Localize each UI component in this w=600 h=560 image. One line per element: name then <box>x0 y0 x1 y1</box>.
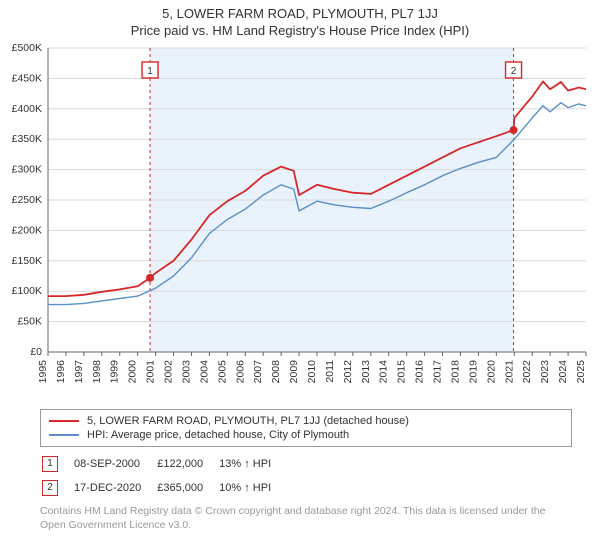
transactions-table: 1 08-SEP-2000£122,00013% ↑ HPI 2 17-DEC-202… <box>40 451 287 501</box>
svg-text:2019: 2019 <box>467 360 479 384</box>
svg-text:2016: 2016 <box>414 360 426 384</box>
svg-text:£300K: £300K <box>12 164 42 176</box>
svg-text:2015: 2015 <box>396 360 408 384</box>
svg-text:£150K: £150K <box>12 255 42 267</box>
chart-svg: £0 £50K £100K £150K £200K £250K £300K £350K £400… <box>0 40 600 400</box>
svg-text:2: 2 <box>511 66 517 77</box>
svg-text:1997: 1997 <box>73 360 85 384</box>
legend: 5, LOWER FARM ROAD, PLYMOUTH, PL7 1JJ (d… <box>40 409 572 447</box>
svg-text:1996: 1996 <box>55 360 67 384</box>
legend-label: HPI: Average price, detached house, City… <box>87 429 349 441</box>
svg-text:1999: 1999 <box>109 360 121 384</box>
transaction-delta: 13% ↑ HPI <box>219 453 285 475</box>
svg-text:2014: 2014 <box>378 360 390 384</box>
transaction-row: 2 17-DEC-2020£365,00010% ↑ HPI <box>42 477 285 499</box>
svg-text:£200K: £200K <box>12 224 42 236</box>
svg-text:2004: 2004 <box>198 360 210 384</box>
transaction-row: 1 08-SEP-2000£122,00013% ↑ HPI <box>42 453 285 475</box>
footer-note: Contains HM Land Registry data © Crown c… <box>40 505 572 532</box>
svg-text:2008: 2008 <box>270 360 282 384</box>
svg-text:£0: £0 <box>30 346 42 358</box>
svg-text:2011: 2011 <box>324 360 336 383</box>
svg-text:2006: 2006 <box>234 360 246 384</box>
svg-text:2010: 2010 <box>306 360 318 384</box>
legend-item: 5, LOWER FARM ROAD, PLYMOUTH, PL7 1JJ (d… <box>49 414 563 428</box>
transaction-price: £365,000 <box>157 477 217 499</box>
svg-text:2021: 2021 <box>503 360 515 384</box>
svg-text:£100K: £100K <box>12 285 42 297</box>
svg-text:£450K: £450K <box>12 72 42 84</box>
transaction-price: £122,000 <box>157 453 217 475</box>
svg-text:2022: 2022 <box>521 360 533 384</box>
svg-text:1998: 1998 <box>91 360 103 384</box>
page-subtitle: Price paid vs. HM Land Registry's House … <box>0 23 600 38</box>
svg-text:£400K: £400K <box>12 103 42 115</box>
svg-text:£500K: £500K <box>12 42 42 54</box>
svg-text:2005: 2005 <box>216 360 228 384</box>
transaction-delta: 10% ↑ HPI <box>219 477 285 499</box>
svg-text:2017: 2017 <box>432 360 444 384</box>
legend-swatch <box>49 434 79 436</box>
marker-badge: 1 <box>42 456 58 472</box>
svg-text:2012: 2012 <box>342 360 354 384</box>
svg-text:2007: 2007 <box>252 360 264 384</box>
price-chart: £0 £50K £100K £150K £200K £250K £300K £350K £400… <box>0 40 600 403</box>
svg-text:£350K: £350K <box>12 133 42 145</box>
legend-swatch <box>49 420 79 422</box>
svg-text:1: 1 <box>147 66 153 77</box>
svg-text:1995: 1995 <box>37 360 49 384</box>
svg-text:2018: 2018 <box>449 360 461 384</box>
svg-text:£50K: £50K <box>17 316 42 328</box>
svg-text:2013: 2013 <box>360 360 372 384</box>
transaction-date: 17-DEC-2020 <box>74 477 155 499</box>
svg-text:2001: 2001 <box>145 360 157 384</box>
svg-text:2020: 2020 <box>485 360 497 384</box>
svg-text:2003: 2003 <box>180 360 192 384</box>
svg-text:2009: 2009 <box>288 360 300 384</box>
legend-label: 5, LOWER FARM ROAD, PLYMOUTH, PL7 1JJ (d… <box>87 415 409 427</box>
svg-text:2025: 2025 <box>575 360 587 384</box>
svg-text:£250K: £250K <box>12 194 42 206</box>
svg-text:2024: 2024 <box>557 360 569 384</box>
marker-badge: 2 <box>42 480 58 496</box>
svg-text:2002: 2002 <box>163 360 175 384</box>
svg-text:2000: 2000 <box>127 360 139 384</box>
page-title: 5, LOWER FARM ROAD, PLYMOUTH, PL7 1JJ <box>0 6 600 21</box>
legend-item: HPI: Average price, detached house, City… <box>49 428 563 442</box>
transaction-date: 08-SEP-2000 <box>74 453 155 475</box>
svg-text:2023: 2023 <box>539 360 551 384</box>
